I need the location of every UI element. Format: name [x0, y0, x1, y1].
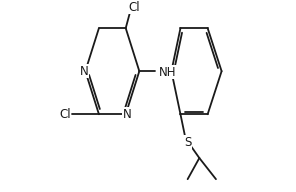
Text: NH: NH — [159, 66, 177, 79]
Text: S: S — [184, 136, 191, 149]
Text: N: N — [123, 108, 131, 121]
Text: Cl: Cl — [59, 108, 71, 121]
Text: Cl: Cl — [128, 1, 140, 14]
Text: N: N — [80, 65, 89, 78]
